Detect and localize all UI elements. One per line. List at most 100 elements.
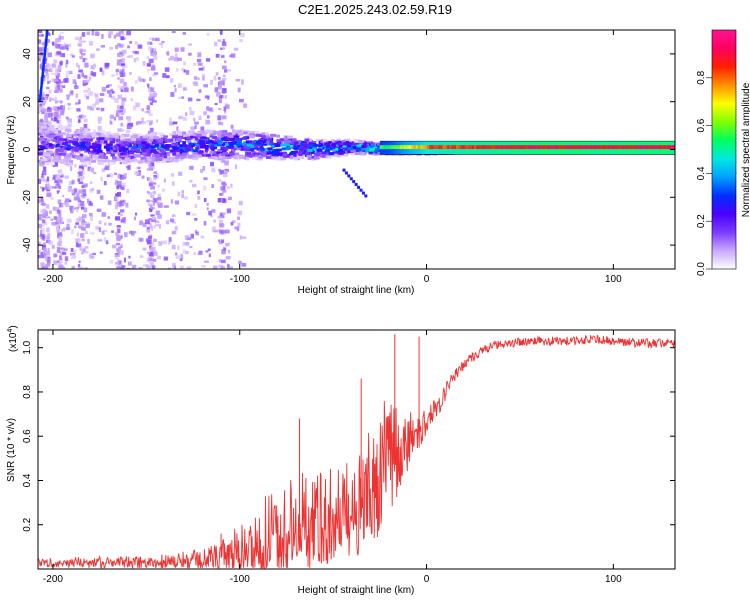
spectrogram-noise-cell <box>83 248 86 252</box>
spectrogram-band-core <box>386 145 390 150</box>
spectrogram-ridge-cell <box>233 152 240 156</box>
spectrogram-ridge-cell <box>204 149 208 153</box>
spectrogram-ridge-cell <box>208 139 213 143</box>
spectrogram-noise-cell <box>47 52 53 58</box>
spectrogram-noise-cell <box>88 76 92 81</box>
spectrogram-noise-cell <box>38 213 43 217</box>
spectrogram-ridge-cell <box>49 145 54 149</box>
spectrogram-noise-cell <box>127 147 133 153</box>
spectrogram-noise-cell <box>39 64 43 69</box>
spectrogram-noise-cell <box>46 123 49 126</box>
spectrogram-noise-cell <box>222 38 225 44</box>
spectrogram-noise-cell <box>149 241 155 247</box>
spectrogram-ridge-cell <box>131 146 137 150</box>
spectrogram-ridge-cell <box>212 130 217 134</box>
spectrogram-ridge-cell <box>316 138 321 142</box>
spectrogram-noise-cell <box>156 201 161 205</box>
spectrogram-noise-cell <box>122 217 126 221</box>
spectrogram-noise-cell <box>150 50 153 55</box>
spectrogram-ridge-cell <box>283 154 290 158</box>
spectrogram-noise-cell <box>81 220 85 225</box>
spectrogram-noise-cell <box>38 50 42 56</box>
spectrogram-ridge-cell <box>181 131 187 135</box>
spectrogram-noise-cell <box>81 170 86 175</box>
spectrogram-ridge-cell <box>271 152 277 156</box>
spectrogram-noise-cell <box>183 61 186 66</box>
spectrogram-noise-cell <box>240 33 245 38</box>
spectrogram-noise-cell <box>117 85 120 88</box>
spectrogram-noise-cell <box>148 176 151 181</box>
spectrogram-noise-cell <box>67 118 73 123</box>
spectrogram-noise-cell <box>56 229 60 233</box>
spectrogram-ridge-cell <box>103 156 109 160</box>
spectrogram-noise-cell <box>73 188 78 193</box>
spectrogram-noise-cell <box>230 221 234 226</box>
spectrogram-ridge-cell <box>281 147 286 151</box>
spectrogram-ridge-cell <box>50 138 56 142</box>
spectrogram-y-tick-label: -40 <box>22 237 33 252</box>
spectrogram-ridge-cell <box>238 155 244 159</box>
spectrogram-noise-cell <box>57 199 62 205</box>
snr-y-ticks: 0.20.40.60.81.0 <box>22 340 675 532</box>
spectrogram-noise-cell <box>87 238 90 244</box>
spectrogram-ridge-cell <box>245 151 252 155</box>
spectrogram-noise-cell <box>230 124 234 129</box>
spectrogram-noise-cell <box>51 221 56 226</box>
spectrogram-noise-cell <box>122 199 126 205</box>
spectrogram-noise-cell <box>89 91 94 96</box>
spectrogram-noise-cell <box>74 163 77 168</box>
spectrogram-band-core <box>438 145 442 150</box>
spectrogram-noise-cell <box>222 88 227 94</box>
spectrogram-ridge-cell <box>291 138 297 142</box>
spectrogram-band-core <box>404 145 408 150</box>
spectrogram-noise-cell <box>147 257 153 261</box>
spectrogram-noise-cell <box>64 256 69 262</box>
spectrogram-ridge-cell <box>130 155 135 159</box>
spectrogram-noise-cell <box>119 200 124 205</box>
spectrogram-noise-cell <box>52 206 56 211</box>
spectrogram-noise-cell <box>152 258 157 262</box>
spectrogram-noise-cell <box>143 264 148 267</box>
spectrogram-noise-cell <box>150 42 153 45</box>
spectrogram-noise-cell <box>74 102 80 105</box>
spectrogram-noise-cell <box>184 196 188 200</box>
spectrogram-ridge-cell <box>172 131 177 135</box>
spectrogram-ridge-cell <box>66 134 72 138</box>
spectrogram-noise-cell <box>193 117 196 122</box>
spectrogram-heatmap <box>38 30 675 269</box>
spectrogram-ridge-cell <box>356 143 363 147</box>
spectrogram-noise-cell <box>141 117 144 123</box>
spectrogram-ridge-cell <box>44 130 49 134</box>
spectrogram-ridge-cell <box>226 132 232 136</box>
spectrogram-ridge-cell <box>55 140 61 144</box>
spectrogram-noise-cell <box>195 231 199 236</box>
spectrogram-ridge-cell <box>106 143 112 147</box>
spectrogram-noise-cell <box>41 187 45 192</box>
spectrogram-noise-cell <box>121 85 125 89</box>
spectrogram-ridge-cell <box>134 159 139 163</box>
spectrogram-noise-cell <box>56 249 61 253</box>
spectrogram-noise-cell <box>95 98 100 103</box>
spectrogram-ridge-cell <box>163 158 170 162</box>
spectrogram-noise-cell <box>45 73 49 77</box>
spectrogram-band-core <box>379 145 383 150</box>
spectrogram-ridge-cell <box>83 135 90 139</box>
spectrogram-ridge-cell <box>306 143 313 147</box>
spectrogram-ridge-cell <box>214 138 219 142</box>
spectrogram-noise-cell <box>210 161 214 167</box>
spectrogram-noise-cell <box>114 254 119 259</box>
spectrogram-band-core <box>532 145 536 150</box>
spectrogram-noise-cell <box>123 173 127 178</box>
spectrogram-noise-cell <box>185 112 188 116</box>
spectrogram-noise-cell <box>56 247 60 253</box>
spectrogram-noise-cell <box>76 192 80 198</box>
spectrogram-ridge-cell <box>74 146 80 150</box>
spectrogram-noise-cell <box>85 230 88 235</box>
spectrogram-ridge-cell <box>120 152 124 156</box>
spectrogram-noise-cell <box>167 267 172 269</box>
spectrogram-ridge-cell <box>113 149 118 153</box>
spectrogram-ridge-cell <box>231 148 236 152</box>
spectrogram-noise-cell <box>40 120 45 125</box>
spectrogram-band-core <box>664 145 668 150</box>
spectrogram-noise-cell <box>82 194 86 199</box>
